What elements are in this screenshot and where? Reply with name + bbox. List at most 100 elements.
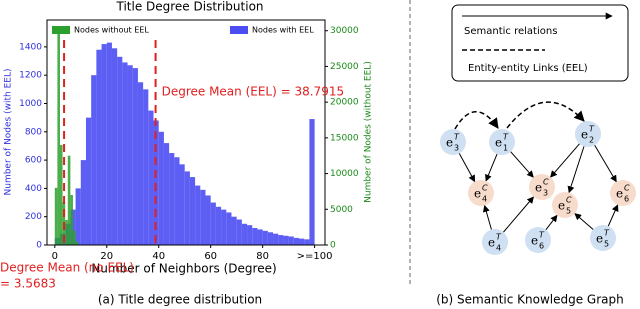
y-tick-label: 200 bbox=[25, 212, 42, 222]
node-sup: C bbox=[624, 184, 630, 193]
bar bbox=[309, 119, 315, 245]
node-sub: 3 bbox=[454, 144, 459, 153]
node-sup: C bbox=[482, 184, 488, 193]
semantic-edge bbox=[567, 146, 585, 194]
node-symbol: e bbox=[488, 236, 495, 250]
node bbox=[482, 229, 508, 255]
node-symbol: e bbox=[531, 234, 538, 248]
bar bbox=[80, 160, 86, 245]
y2-tick-label: 5000 bbox=[330, 205, 353, 215]
node bbox=[552, 192, 578, 218]
bar bbox=[293, 237, 300, 245]
node bbox=[590, 225, 616, 251]
node-sub: 5 bbox=[604, 240, 609, 249]
bar bbox=[72, 230, 76, 245]
x-tick-label: 80 bbox=[256, 251, 269, 262]
bar bbox=[96, 49, 102, 245]
node-sup: T bbox=[539, 231, 545, 240]
plot-frame bbox=[46, 19, 326, 246]
bar bbox=[111, 48, 118, 246]
bar bbox=[91, 75, 97, 245]
y2-tick-label: 0 bbox=[330, 241, 336, 251]
y-tick-label: 1400 bbox=[19, 42, 42, 52]
bar bbox=[215, 206, 222, 245]
bar bbox=[158, 131, 164, 245]
bar bbox=[278, 235, 284, 245]
y2-tick-label: 20000 bbox=[330, 98, 359, 108]
bar bbox=[67, 155, 71, 245]
bar bbox=[75, 241, 79, 245]
y-tick-label: 0 bbox=[36, 241, 42, 251]
caption: (b) Semantic Knowledge Graph bbox=[436, 293, 623, 307]
y-tick-label: 1200 bbox=[19, 71, 42, 81]
y2-tick-label: 25000 bbox=[330, 62, 359, 72]
node-sup: T bbox=[496, 233, 502, 242]
bar bbox=[65, 220, 68, 245]
node-symbol: e bbox=[616, 187, 623, 201]
bar bbox=[143, 89, 149, 245]
eel-link bbox=[454, 111, 499, 130]
node-sub: 4 bbox=[482, 195, 487, 204]
node-sup: C bbox=[566, 196, 572, 205]
bar bbox=[299, 238, 305, 245]
y2-tick-label: 15000 bbox=[330, 133, 359, 143]
y-axis-label: Number of Nodes (with EEL) bbox=[4, 69, 14, 196]
bar bbox=[153, 120, 159, 245]
node-symbol: e bbox=[558, 199, 565, 213]
mean-label: Degree Mean (no EEL) bbox=[0, 261, 134, 275]
mean-label: Degree Mean (EEL) = 38.7915 bbox=[162, 85, 345, 99]
semantic-edge bbox=[594, 144, 617, 183]
bar bbox=[273, 233, 279, 245]
node-sub: 4 bbox=[496, 244, 501, 253]
bar bbox=[205, 195, 211, 245]
x-tick-label: >=100 bbox=[297, 251, 333, 262]
bar bbox=[169, 153, 175, 245]
node bbox=[440, 129, 466, 155]
diagram: Semantic relations Entity-entity Links (… bbox=[440, 4, 636, 255]
bar bbox=[127, 65, 133, 245]
bar bbox=[122, 62, 128, 245]
bar bbox=[117, 56, 123, 246]
y-tick-label: 800 bbox=[25, 127, 42, 137]
legend-swatch bbox=[230, 26, 248, 34]
legend-swatch bbox=[52, 26, 70, 34]
node-sup: C bbox=[543, 178, 549, 187]
semantic-edge bbox=[550, 143, 580, 178]
node-sup: T bbox=[503, 133, 509, 142]
node-sup: T bbox=[589, 125, 595, 134]
mean-label: = 3.5683 bbox=[0, 277, 56, 291]
semantic-edge bbox=[574, 213, 594, 230]
bar bbox=[174, 157, 180, 245]
legend-label: Nodes with EEL bbox=[252, 26, 314, 35]
y-tick-label: 1000 bbox=[19, 99, 42, 109]
node-sup: T bbox=[604, 229, 610, 238]
node bbox=[610, 180, 636, 206]
bar bbox=[247, 225, 253, 245]
node-sub: 1 bbox=[503, 144, 508, 153]
y2-tick-label: 30000 bbox=[330, 26, 359, 36]
node-sub: 2 bbox=[589, 136, 594, 145]
node-sub: 6 bbox=[624, 195, 629, 204]
bar bbox=[54, 187, 58, 245]
bar bbox=[163, 143, 170, 245]
node-symbol: e bbox=[596, 232, 603, 246]
y-tick-label: 600 bbox=[25, 156, 42, 166]
bar bbox=[200, 189, 206, 245]
bar bbox=[257, 229, 263, 245]
legend-label: Nodes without EEL bbox=[74, 26, 149, 35]
node bbox=[525, 227, 551, 253]
bar bbox=[221, 209, 227, 245]
node-sub: 3 bbox=[543, 189, 548, 198]
bar bbox=[75, 188, 81, 245]
semantic-edge bbox=[485, 153, 498, 182]
caption: (a) Title degree distribution bbox=[98, 293, 262, 307]
x-tick-label: 20 bbox=[100, 251, 113, 262]
semantic-edge bbox=[510, 151, 534, 178]
bar bbox=[132, 68, 138, 245]
bar bbox=[101, 44, 107, 245]
node-symbol: e bbox=[474, 187, 481, 201]
node bbox=[468, 180, 494, 206]
node-symbol: e bbox=[581, 128, 588, 142]
node-sub: 6 bbox=[539, 242, 544, 251]
